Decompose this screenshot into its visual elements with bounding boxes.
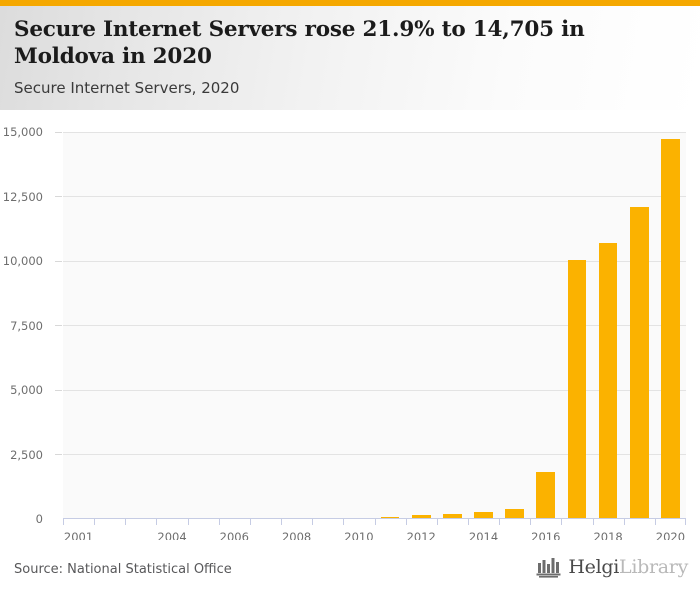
y-axis-tick-label: 2,500 [10, 447, 43, 462]
page-title: Secure Internet Servers rose 21.9% to 14… [14, 17, 585, 69]
source-note: Source: National Statistical Office [14, 562, 232, 577]
y-gridline [63, 196, 686, 197]
x-axis-tick-mark [249, 519, 251, 525]
y-gridline [63, 260, 686, 262]
brand-logo[interactable]: HelgiLibrary [536, 556, 688, 578]
bar[interactable] [536, 471, 556, 518]
x-axis-tick-mark [467, 519, 469, 525]
x-axis-tick-mark [187, 519, 189, 525]
bar[interactable] [505, 508, 525, 518]
y-axis-tick-label: 0 [35, 512, 43, 526]
x-axis-tick-mark [623, 519, 625, 525]
y-axis-tick-mark [55, 131, 62, 133]
x-axis-tick-mark [281, 519, 283, 525]
y-gridline [63, 389, 686, 391]
x-axis-tick-mark [405, 519, 407, 525]
chart-header: Secure Internet Servers rose 21.9% to 14… [0, 6, 700, 110]
x-axis-tick-mark [125, 519, 127, 525]
x-axis-tick-mark [436, 519, 438, 525]
y-axis-tick-mark [55, 325, 62, 326]
y-axis-tick-mark [55, 260, 62, 262]
y-axis-tick-label: 12,500 [2, 189, 43, 204]
chart-plot-area: 0 2,500 5,000 7,500 10,000 12,500 15,000 2001 20… [3, 125, 686, 544]
brand-wordmark: HelgiLibrary [568, 556, 688, 578]
chart-footer: Source: National Statistical Office Helg… [0, 540, 700, 596]
y-axis-tick-label: 10,000 [2, 254, 43, 268]
x-axis-tick-mark [94, 519, 96, 525]
y-gridline [63, 131, 686, 133]
bar[interactable] [380, 516, 400, 518]
y-axis-tick-mark [55, 454, 62, 455]
x-axis-tick-mark [499, 519, 501, 525]
bar[interactable] [661, 138, 680, 518]
brand-name-secondary: Library [619, 556, 688, 578]
bar[interactable] [629, 207, 649, 518]
bar[interactable] [474, 512, 493, 518]
y-gridline [63, 454, 686, 455]
helgi-bar-building-icon [536, 558, 561, 578]
x-axis-tick-mark [374, 519, 376, 525]
x-axis-tick-mark [218, 519, 220, 525]
chart-plot-wrap: 0 2,500 5,000 7,500 10,000 12,500 15,000 2001 20… [0, 110, 700, 544]
x-axis-tick-mark [343, 519, 345, 525]
brand-name-primary: Helgi [568, 556, 620, 578]
chart-subtitle: Secure Internet Servers, 2020 [14, 79, 240, 97]
x-axis-baseline [63, 518, 686, 519]
y-gridline [63, 325, 686, 326]
x-axis-tick-mark [530, 519, 532, 525]
x-axis-tick-mark [312, 519, 314, 525]
top-accent-bar [0, 0, 700, 6]
x-axis-tick-mark [63, 519, 64, 525]
bar[interactable] [598, 243, 618, 518]
y-axis-tick-label: 7,500 [10, 318, 43, 333]
y-axis-tick-mark [55, 389, 62, 391]
bar[interactable] [567, 260, 587, 518]
x-axis-tick-mark [561, 519, 563, 525]
y-axis-tick-label: 5,000 [10, 383, 43, 397]
x-axis-tick-mark [592, 519, 594, 525]
x-axis-tick-mark [685, 519, 686, 525]
bar[interactable] [411, 515, 431, 518]
x-axis-tick-mark [156, 519, 158, 525]
bar[interactable] [443, 513, 462, 518]
y-axis-tick-label: 15,000 [2, 125, 43, 139]
y-axis-tick-mark [55, 196, 62, 197]
x-axis-tick-mark [654, 519, 656, 525]
